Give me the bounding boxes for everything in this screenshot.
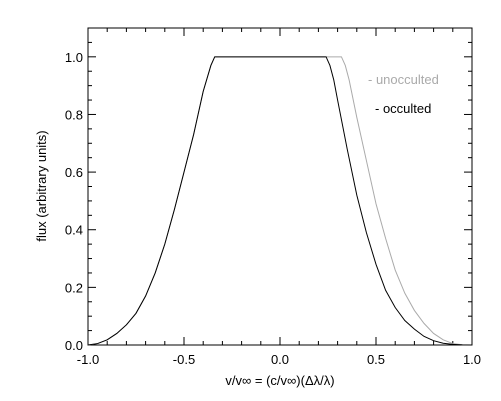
y-tick-label: 0.6 xyxy=(65,165,83,180)
y-tick-label: 0.0 xyxy=(65,338,83,353)
axis-ticks xyxy=(87,27,473,346)
y-tick-label: 0.8 xyxy=(65,107,83,122)
x-tick-label: 0.5 xyxy=(367,352,385,367)
legend-entry-occulted: - occulted xyxy=(375,101,431,116)
x-tick-label: 0.0 xyxy=(271,352,289,367)
x-tick-label: 1.0 xyxy=(463,352,481,367)
x-axis-label: v/v∞ = (c/v∞)(Δλ/λ) xyxy=(225,373,334,388)
x-tick-label: -0.5 xyxy=(173,352,195,367)
series-line-occulted xyxy=(87,56,473,346)
y-axis-label: flux (arbitrary units) xyxy=(34,130,49,241)
y-tick-label: 0.2 xyxy=(65,280,83,295)
y-tick-label: 1.0 xyxy=(65,50,83,65)
series-lines xyxy=(87,56,473,346)
legend-entry-unocculted: - unocculted xyxy=(368,72,439,87)
legend: - unocculted - occulted xyxy=(368,72,439,116)
y-tick-label: 0.4 xyxy=(65,223,83,238)
x-tick-label: -1.0 xyxy=(77,352,99,367)
axis-tick-labels: -1.0 -0.5 0.0 0.5 1.0 0.0 0.2 0.4 0.6 0.8 1.0 xyxy=(65,50,481,367)
